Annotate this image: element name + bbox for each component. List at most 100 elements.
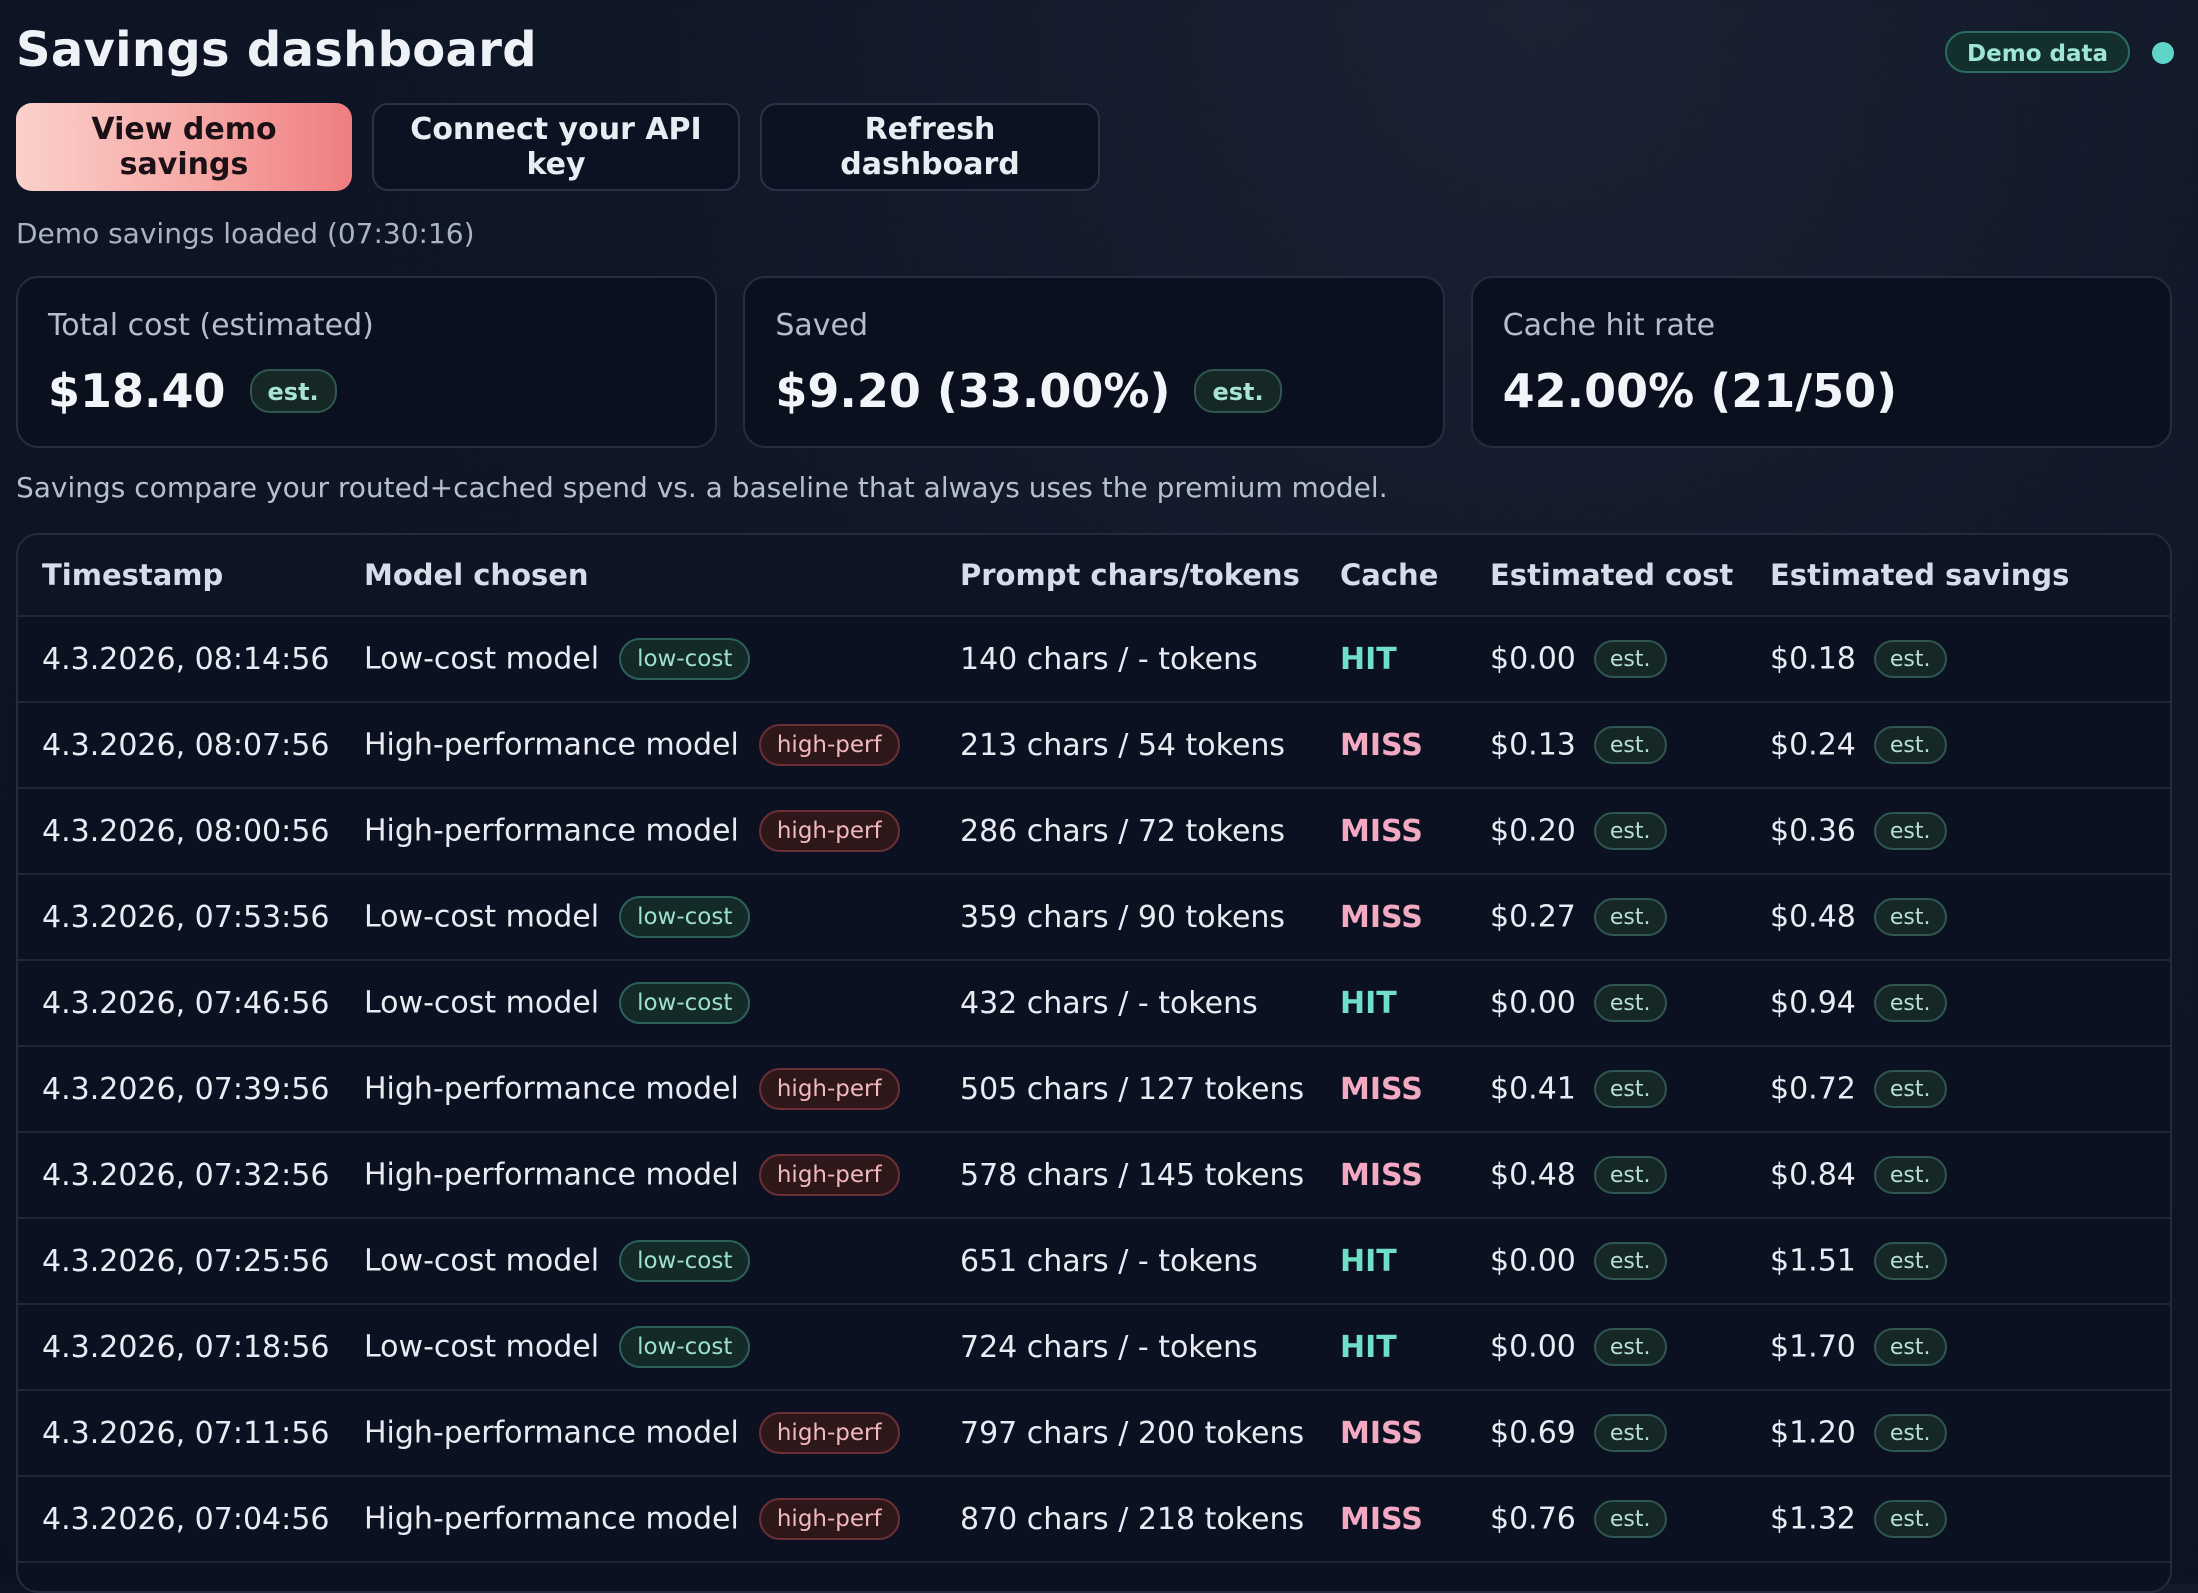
estimated-cost-value: $0.20 — [1490, 813, 1576, 849]
savings-note: Savings compare your routed+cached spend… — [16, 471, 1388, 504]
estimated-savings-value: $0.18 — [1770, 641, 1856, 677]
estimate-badge: est. — [249, 369, 337, 413]
table-row[interactable]: 4.3.2026, 07:39:56 High-performance model… — [18, 1046, 2170, 1133]
table-row[interactable]: 4.3.2026, 08:00:56 High-performance model… — [18, 788, 2170, 875]
column-header-prompt: Prompt chars/tokens — [936, 535, 1316, 617]
stats-row: Total cost (estimated) $18.40 est. Saved… — [16, 276, 2172, 448]
table-header-row: Timestamp Model chosen Prompt chars/toke… — [18, 535, 2170, 617]
saved-label: Saved — [775, 308, 869, 343]
estimated-savings-value: $0.24 — [1770, 727, 1856, 763]
savings-cell: $1.20 est. — [1746, 1390, 2170, 1477]
estimate-badge: est. — [1593, 812, 1667, 850]
savings-cell: $1.70 est. — [1746, 1304, 2170, 1391]
estimate-badge: est. — [1593, 1070, 1667, 1108]
model-cell: Low-cost model low-cost — [340, 1218, 936, 1305]
high-perf-tag: high-perf — [758, 724, 900, 766]
timestamp-cell: 4.3.2026, 07:32:56 — [18, 1132, 340, 1219]
model-name: High-performance model — [364, 1415, 739, 1451]
table-row[interactable]: 4.3.2026, 08:07:56 High-performance model… — [18, 702, 2170, 789]
estimated-cost-value: $0.27 — [1490, 899, 1576, 935]
timestamp-cell: 4.3.2026, 07:11:56 — [18, 1390, 340, 1477]
model-name: Low-cost model — [364, 985, 600, 1021]
estimated-savings-value: $0.36 — [1770, 813, 1856, 849]
savings-cell: $0.18 est. — [1746, 616, 2170, 703]
model-name: High-performance model — [364, 1501, 739, 1537]
estimated-savings-value: $0.84 — [1770, 1157, 1856, 1193]
prompt-cell: 213 chars / 54 tokens — [936, 702, 1316, 789]
estimate-badge: est. — [1593, 984, 1667, 1022]
timestamp-cell: 4.3.2026, 07:46:56 — [18, 960, 340, 1047]
model-cell: Low-cost model low-cost — [340, 616, 936, 703]
timestamp-cell: 4.3.2026, 07:39:56 — [18, 1046, 340, 1133]
prompt-cell: 286 chars / 72 tokens — [936, 788, 1316, 875]
refresh-dashboard-button[interactable]: Refresh dashboard — [760, 103, 1100, 191]
estimated-cost-value: $0.00 — [1490, 1243, 1576, 1279]
savings-cell: $0.94 est. — [1746, 960, 2170, 1047]
table-row[interactable]: 4.3.2026, 07:32:56 High-performance model… — [18, 1132, 2170, 1219]
prompt-cell: 432 chars / - tokens — [936, 960, 1316, 1047]
timestamp-cell: 4.3.2026, 08:07:56 — [18, 702, 340, 789]
high-perf-tag: high-perf — [758, 810, 900, 852]
cost-cell: $0.48 est. — [1466, 1132, 1746, 1219]
cost-cell: $0.00 est. — [1466, 1304, 1746, 1391]
savings-cell: $1.32 est. — [1746, 1476, 2170, 1563]
status-dot-icon — [2152, 42, 2174, 64]
model-cell: High-performance model high-perf — [340, 788, 936, 875]
cost-cell: $0.00 est. — [1466, 960, 1746, 1047]
cost-cell: $0.20 est. — [1466, 788, 1746, 875]
view-demo-savings-button[interactable]: View demo savings — [16, 103, 352, 191]
cache-hit-status: HIT — [1316, 1304, 1466, 1391]
table-row[interactable]: 4.3.2026, 07:25:56 Low-cost model low-cost… — [18, 1218, 2170, 1305]
estimate-badge: est. — [1593, 898, 1667, 936]
model-cell: High-performance model high-perf — [340, 1390, 936, 1477]
low-cost-tag: low-cost — [619, 638, 751, 680]
column-header-cost: Estimated cost — [1466, 535, 1746, 617]
connect-api-key-button[interactable]: Connect your API key — [372, 103, 740, 191]
cost-cell: $0.13 est. — [1466, 702, 1746, 789]
table-row[interactable]: 4.3.2026, 07:46:56 Low-cost model low-cost… — [18, 960, 2170, 1047]
prompt-cell: 797 chars / 200 tokens — [936, 1390, 1316, 1477]
timestamp-cell: 4.3.2026, 07:25:56 — [18, 1218, 340, 1305]
estimated-savings-value: $0.48 — [1770, 899, 1856, 935]
estimate-badge: est. — [1593, 1156, 1667, 1194]
model-cell: High-performance model high-perf — [340, 702, 936, 789]
cache-hit-status: HIT — [1316, 1218, 1466, 1305]
model-name: Low-cost model — [364, 1243, 600, 1279]
prompt-cell: 870 chars / 218 tokens — [936, 1476, 1316, 1563]
saved-value-row: $9.20 (33.00%) est. — [775, 364, 1282, 418]
timestamp-cell: 4.3.2026, 07:04:56 — [18, 1476, 340, 1563]
estimated-cost-value: $0.00 — [1490, 1329, 1576, 1365]
table-row[interactable]: 4.3.2026, 07:18:56 Low-cost model low-cost… — [18, 1304, 2170, 1391]
dashboard: Savings dashboard Demo data View demo sa… — [16, 0, 2174, 1593]
model-name: High-performance model — [364, 1071, 739, 1107]
total-cost-value: $18.40 — [48, 364, 226, 418]
column-header-timestamp: Timestamp — [18, 535, 340, 617]
model-cell: High-performance model high-perf — [340, 1046, 936, 1133]
column-header-cache: Cache — [1316, 535, 1466, 617]
model-cell: Low-cost model low-cost — [340, 960, 936, 1047]
estimated-cost-value: $0.48 — [1490, 1157, 1576, 1193]
estimate-badge: est. — [1873, 1070, 1947, 1108]
model-name: Low-cost model — [364, 1329, 600, 1365]
requests-table: Timestamp Model chosen Prompt chars/toke… — [18, 535, 2170, 1563]
estimate-badge: est. — [1593, 726, 1667, 764]
table-row[interactable]: 4.3.2026, 07:04:56 High-performance model… — [18, 1476, 2170, 1563]
total-cost-card: Total cost (estimated) $18.40 est. — [16, 276, 718, 448]
estimated-cost-value: $0.76 — [1490, 1501, 1576, 1537]
estimated-cost-value: $0.13 — [1490, 727, 1576, 763]
header: Savings dashboard Demo data — [16, 0, 2174, 100]
estimated-cost-value: $0.69 — [1490, 1415, 1576, 1451]
cache-miss-status: MISS — [1316, 1046, 1466, 1133]
table-row[interactable]: 4.3.2026, 08:14:56 Low-cost model low-cost… — [18, 616, 2170, 703]
table-row[interactable]: 4.3.2026, 07:53:56 Low-cost model low-cost… — [18, 874, 2170, 961]
table-row[interactable]: 4.3.2026, 07:11:56 High-performance model… — [18, 1390, 2170, 1477]
estimated-savings-value: $1.32 — [1770, 1501, 1856, 1537]
low-cost-tag: low-cost — [619, 1326, 751, 1368]
requests-table-container[interactable]: Timestamp Model chosen Prompt chars/toke… — [16, 533, 2172, 1593]
model-name: High-performance model — [364, 813, 739, 849]
cost-cell: $0.76 est. — [1466, 1476, 1746, 1563]
cache-miss-status: MISS — [1316, 1132, 1466, 1219]
savings-cell: $0.84 est. — [1746, 1132, 2170, 1219]
cache-miss-status: MISS — [1316, 1476, 1466, 1563]
cache-hit-rate-card: Cache hit rate 42.00% (21/50) — [1470, 276, 2172, 448]
